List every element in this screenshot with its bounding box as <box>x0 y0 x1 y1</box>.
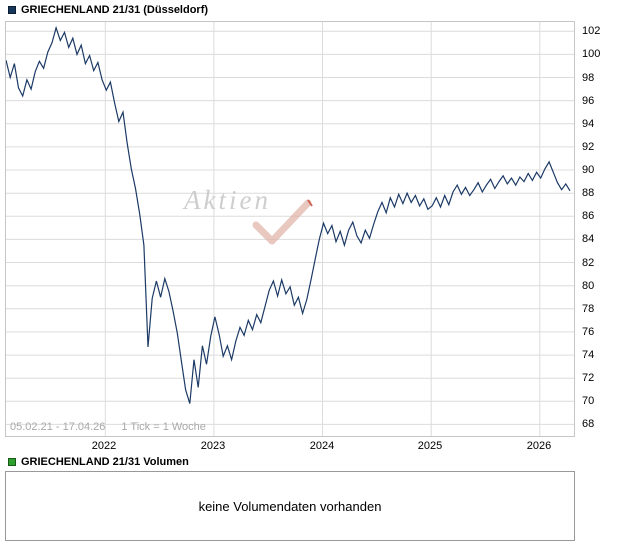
y-axis-tick-label: 92 <box>582 141 595 153</box>
y-axis-tick-label: 90 <box>582 164 595 176</box>
price-line <box>6 25 571 404</box>
y-axis-tick-label: 86 <box>582 210 595 222</box>
volume-series-legend: GRIECHENLAND 21/31 Volumen <box>8 456 189 468</box>
date-range-text: 05.02.21 - 17.04.26 <box>10 421 106 433</box>
x-axis-tick-label: 2024 <box>309 440 335 452</box>
price-series-legend: GRIECHENLAND 21/31 (Düsseldorf) <box>8 4 208 16</box>
volume-panel: keine Volumendaten vorhanden <box>5 471 575 541</box>
y-axis-tick-label: 100 <box>582 48 601 60</box>
y-axis-tick-label: 94 <box>582 118 595 130</box>
price-line-chart <box>6 22 574 436</box>
y-axis-tick-label: 78 <box>582 303 595 315</box>
y-axis-tick-label: 80 <box>582 280 595 292</box>
tick-interval-text: 1 Tick = 1 Woche <box>121 421 206 433</box>
price-series-label: GRIECHENLAND 21/31 (Düsseldorf) <box>21 4 209 16</box>
y-axis-labels: 102 100 98 96 94 92 90 88 86 84 82 80 78 76 74 72 70 68 <box>582 21 618 437</box>
volume-empty-message: keine Volumendaten vorhanden <box>198 498 382 514</box>
volume-series-marker-icon <box>8 458 16 466</box>
y-axis-tick-label: 88 <box>582 187 595 199</box>
x-axis-tick-label: 2025 <box>417 440 443 452</box>
y-axis-tick-label: 98 <box>582 72 595 84</box>
y-axis-tick-label: 68 <box>582 418 595 430</box>
y-axis-tick-label: 102 <box>582 25 601 37</box>
y-axis-tick-label: 84 <box>582 233 595 245</box>
x-axis-tick-label: 2023 <box>200 440 226 452</box>
y-axis-tick-label: 96 <box>582 95 595 107</box>
price-series-marker-icon <box>8 6 16 14</box>
x-axis-tick-label: 2022 <box>91 440 117 452</box>
price-chart-plot[interactable]: Aktien 05.02.21 - 17.04.26 1 Tick = 1 Wo… <box>5 21 575 437</box>
date-range-note: 05.02.21 - 17.04.26 1 Tick = 1 Woche <box>10 421 206 433</box>
y-axis-tick-label: 82 <box>582 257 595 269</box>
volume-series-label: GRIECHENLAND 21/31 Volumen <box>21 456 189 468</box>
y-axis-tick-label: 74 <box>582 349 595 361</box>
x-axis-tick-label: 2026 <box>526 440 552 452</box>
y-axis-tick-label: 72 <box>582 372 595 384</box>
y-axis-tick-label: 70 <box>582 395 595 407</box>
x-axis-labels: 2022 2023 2024 2025 2026 <box>5 440 575 454</box>
y-axis-tick-label: 76 <box>582 326 595 338</box>
